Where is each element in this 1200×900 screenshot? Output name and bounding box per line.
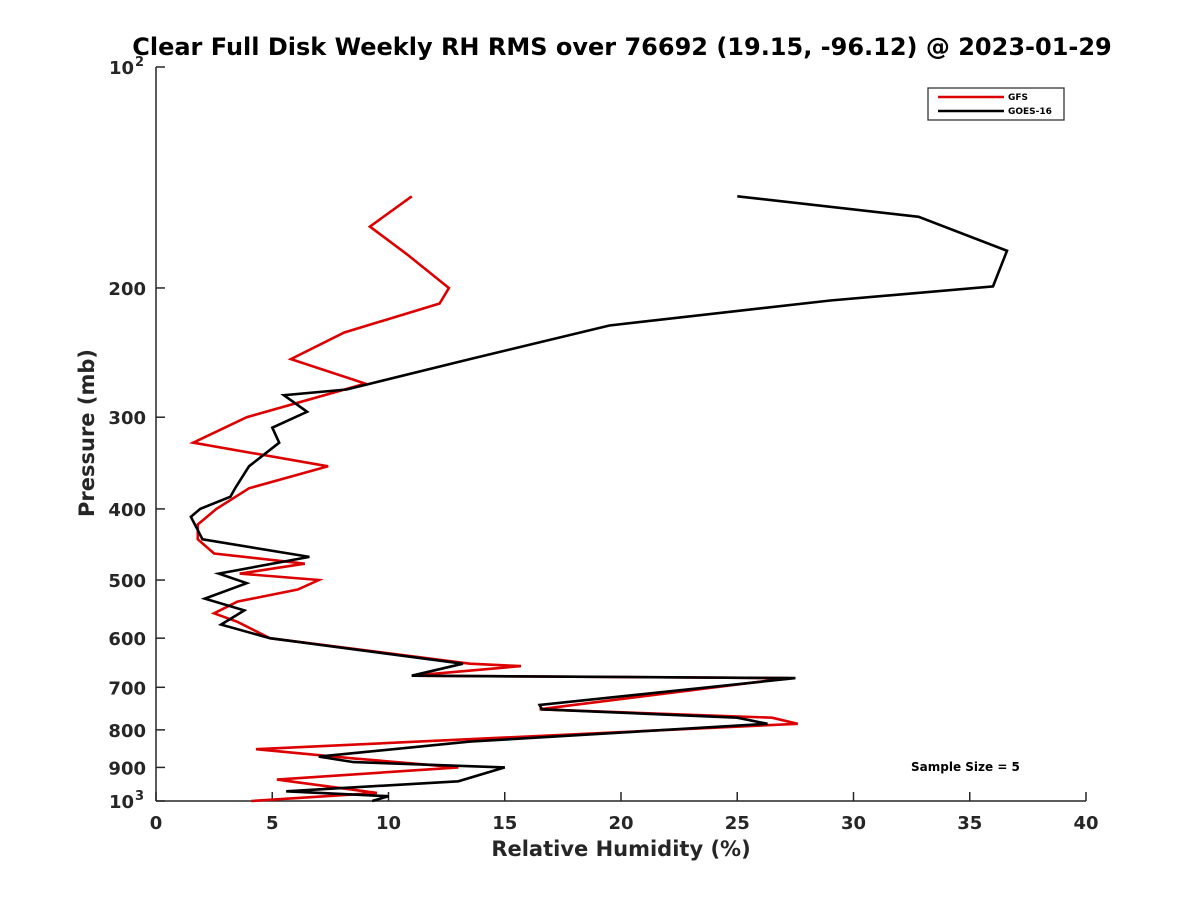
y-axis-label: Pressure (mb) — [75, 349, 99, 517]
legend-label-gfs: GFS — [1008, 93, 1028, 103]
y-tick-exponent: 3 — [135, 789, 144, 804]
legend-box — [927, 87, 1065, 121]
x-tick-label: 40 — [1073, 813, 1098, 834]
y-tick-label: 10 — [109, 58, 134, 79]
x-axis-label: Relative Humidity (%) — [491, 837, 750, 861]
y-tick-label: 500 — [108, 571, 146, 592]
series-line-gfs — [188, 195, 799, 803]
x-tick-label: 20 — [608, 813, 633, 834]
y-tick-label: 400 — [108, 500, 146, 521]
x-tick-label: 35 — [957, 813, 982, 834]
x-tick-label: 10 — [376, 813, 401, 834]
y-tick-label: 200 — [108, 279, 146, 300]
series-line-goes16 — [189, 195, 1009, 803]
x-tick-label: 25 — [725, 813, 750, 834]
y-tick-label: 700 — [108, 678, 146, 699]
x-axis-ticks: 0 5 10 15 20 25 30 35 40 — [150, 792, 1099, 834]
y-tick-label: 800 — [108, 721, 146, 742]
y-tick-label: 900 — [108, 758, 146, 779]
legend-label-goes16: GOES-16 — [1008, 107, 1052, 117]
x-tick-label: 15 — [492, 813, 517, 834]
chart-title: Clear Full Disk Weekly RH RMS over 76692… — [132, 33, 1112, 61]
y-tick-exponent: 2 — [135, 55, 144, 70]
y-tick-label: 10 — [109, 792, 134, 813]
x-tick-label: 30 — [841, 813, 866, 834]
legend: GFS GOES-16 — [927, 87, 1065, 121]
x-tick-label: 0 — [150, 813, 163, 834]
y-tick-label: 300 — [108, 408, 146, 429]
sample-size-annotation: Sample Size = 5 — [911, 760, 1020, 774]
series-lines — [188, 195, 1009, 803]
x-tick-label: 5 — [266, 813, 279, 834]
y-tick-label: 600 — [108, 629, 146, 650]
